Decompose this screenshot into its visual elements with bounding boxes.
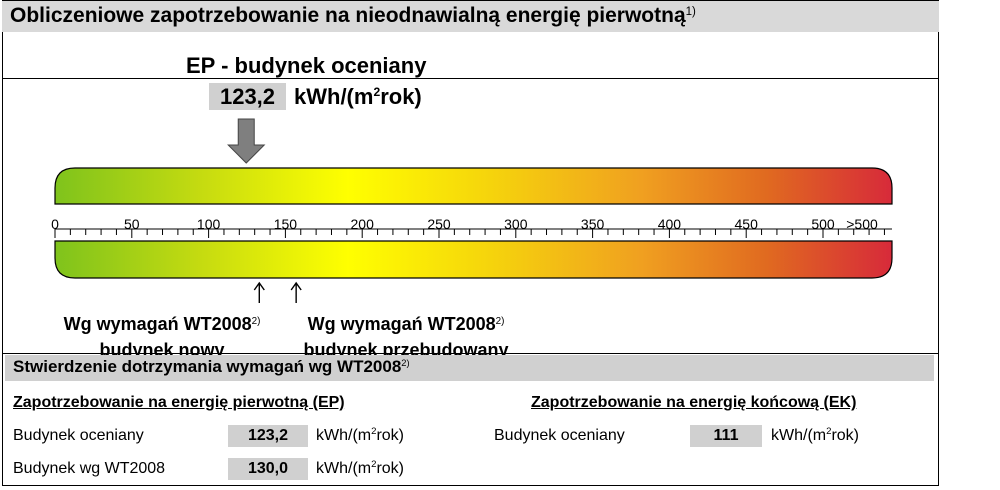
ep-row-unit: kWh/(m2rok) bbox=[316, 459, 405, 477]
separator-line bbox=[2, 78, 939, 79]
tick-label: 450 bbox=[734, 216, 758, 232]
scale-bar-bottom bbox=[54, 240, 893, 279]
tick-label: 200 bbox=[350, 216, 374, 232]
up-arrow-icon bbox=[253, 281, 265, 303]
ep-arrow-icon bbox=[227, 118, 266, 164]
ek-row-label: Budynek oceniany bbox=[494, 427, 625, 444]
ep-row-value: 123,2 bbox=[228, 425, 308, 447]
energy-scale bbox=[54, 118, 893, 303]
title-footnote: 1) bbox=[685, 6, 696, 19]
title-bar bbox=[2, 0, 939, 32]
separator-line bbox=[2, 353, 939, 354]
section-title: Stwierdzenie dotrzymania wymagań wg WT20… bbox=[13, 357, 410, 376]
ep-arrow-icon bbox=[227, 118, 266, 164]
ep-table-heading: Zapotrzebowanie na energię pierwotną (EP… bbox=[13, 394, 345, 411]
tick-label: 150 bbox=[273, 216, 298, 232]
marker-label-new: Wg wymagań WT20082) budynek nowy bbox=[63, 314, 261, 360]
tick-label: 250 bbox=[427, 216, 451, 232]
ep-label: EP - budynek oceniany bbox=[186, 53, 427, 78]
ep-value: 123,2 bbox=[209, 83, 286, 110]
scale-bar-top bbox=[54, 167, 893, 205]
marker-label-rebuilt: Wg wymagań WT20082) budynek przebudowany bbox=[303, 314, 509, 360]
tick-label: 350 bbox=[580, 216, 605, 232]
ek-row-unit: kWh/(m2rok) bbox=[771, 426, 860, 444]
tick-label: 0 bbox=[51, 216, 59, 232]
ep-unit: kWh/(m2rok) bbox=[294, 84, 422, 109]
tick-label: 100 bbox=[196, 216, 221, 232]
section-bar bbox=[5, 355, 934, 381]
ek-table-heading: Zapotrzebowanie na energię końcową (EK) bbox=[531, 394, 857, 411]
page-title: Obliczeniowe zapotrzebowanie na nieodnaw… bbox=[10, 4, 696, 27]
tick-label: 500 bbox=[811, 216, 835, 232]
ek-row-value: 111 bbox=[690, 425, 762, 447]
ep-row-label: Budynek oceniany bbox=[13, 427, 144, 444]
marker-arrows bbox=[253, 281, 302, 303]
scale-ticks bbox=[54, 229, 885, 238]
ep-row-label: Budynek wg WT2008 bbox=[13, 460, 166, 477]
ep-row-unit: kWh/(m2rok) bbox=[316, 426, 405, 444]
tick-label: 400 bbox=[657, 216, 682, 232]
tick-label: 50 bbox=[124, 216, 140, 232]
content-frame bbox=[2, 32, 939, 486]
tick-label: 300 bbox=[504, 216, 528, 232]
tick-label: >500 bbox=[846, 216, 878, 232]
ep-row-value: 130,0 bbox=[228, 458, 308, 480]
up-arrow-icon bbox=[290, 281, 302, 303]
